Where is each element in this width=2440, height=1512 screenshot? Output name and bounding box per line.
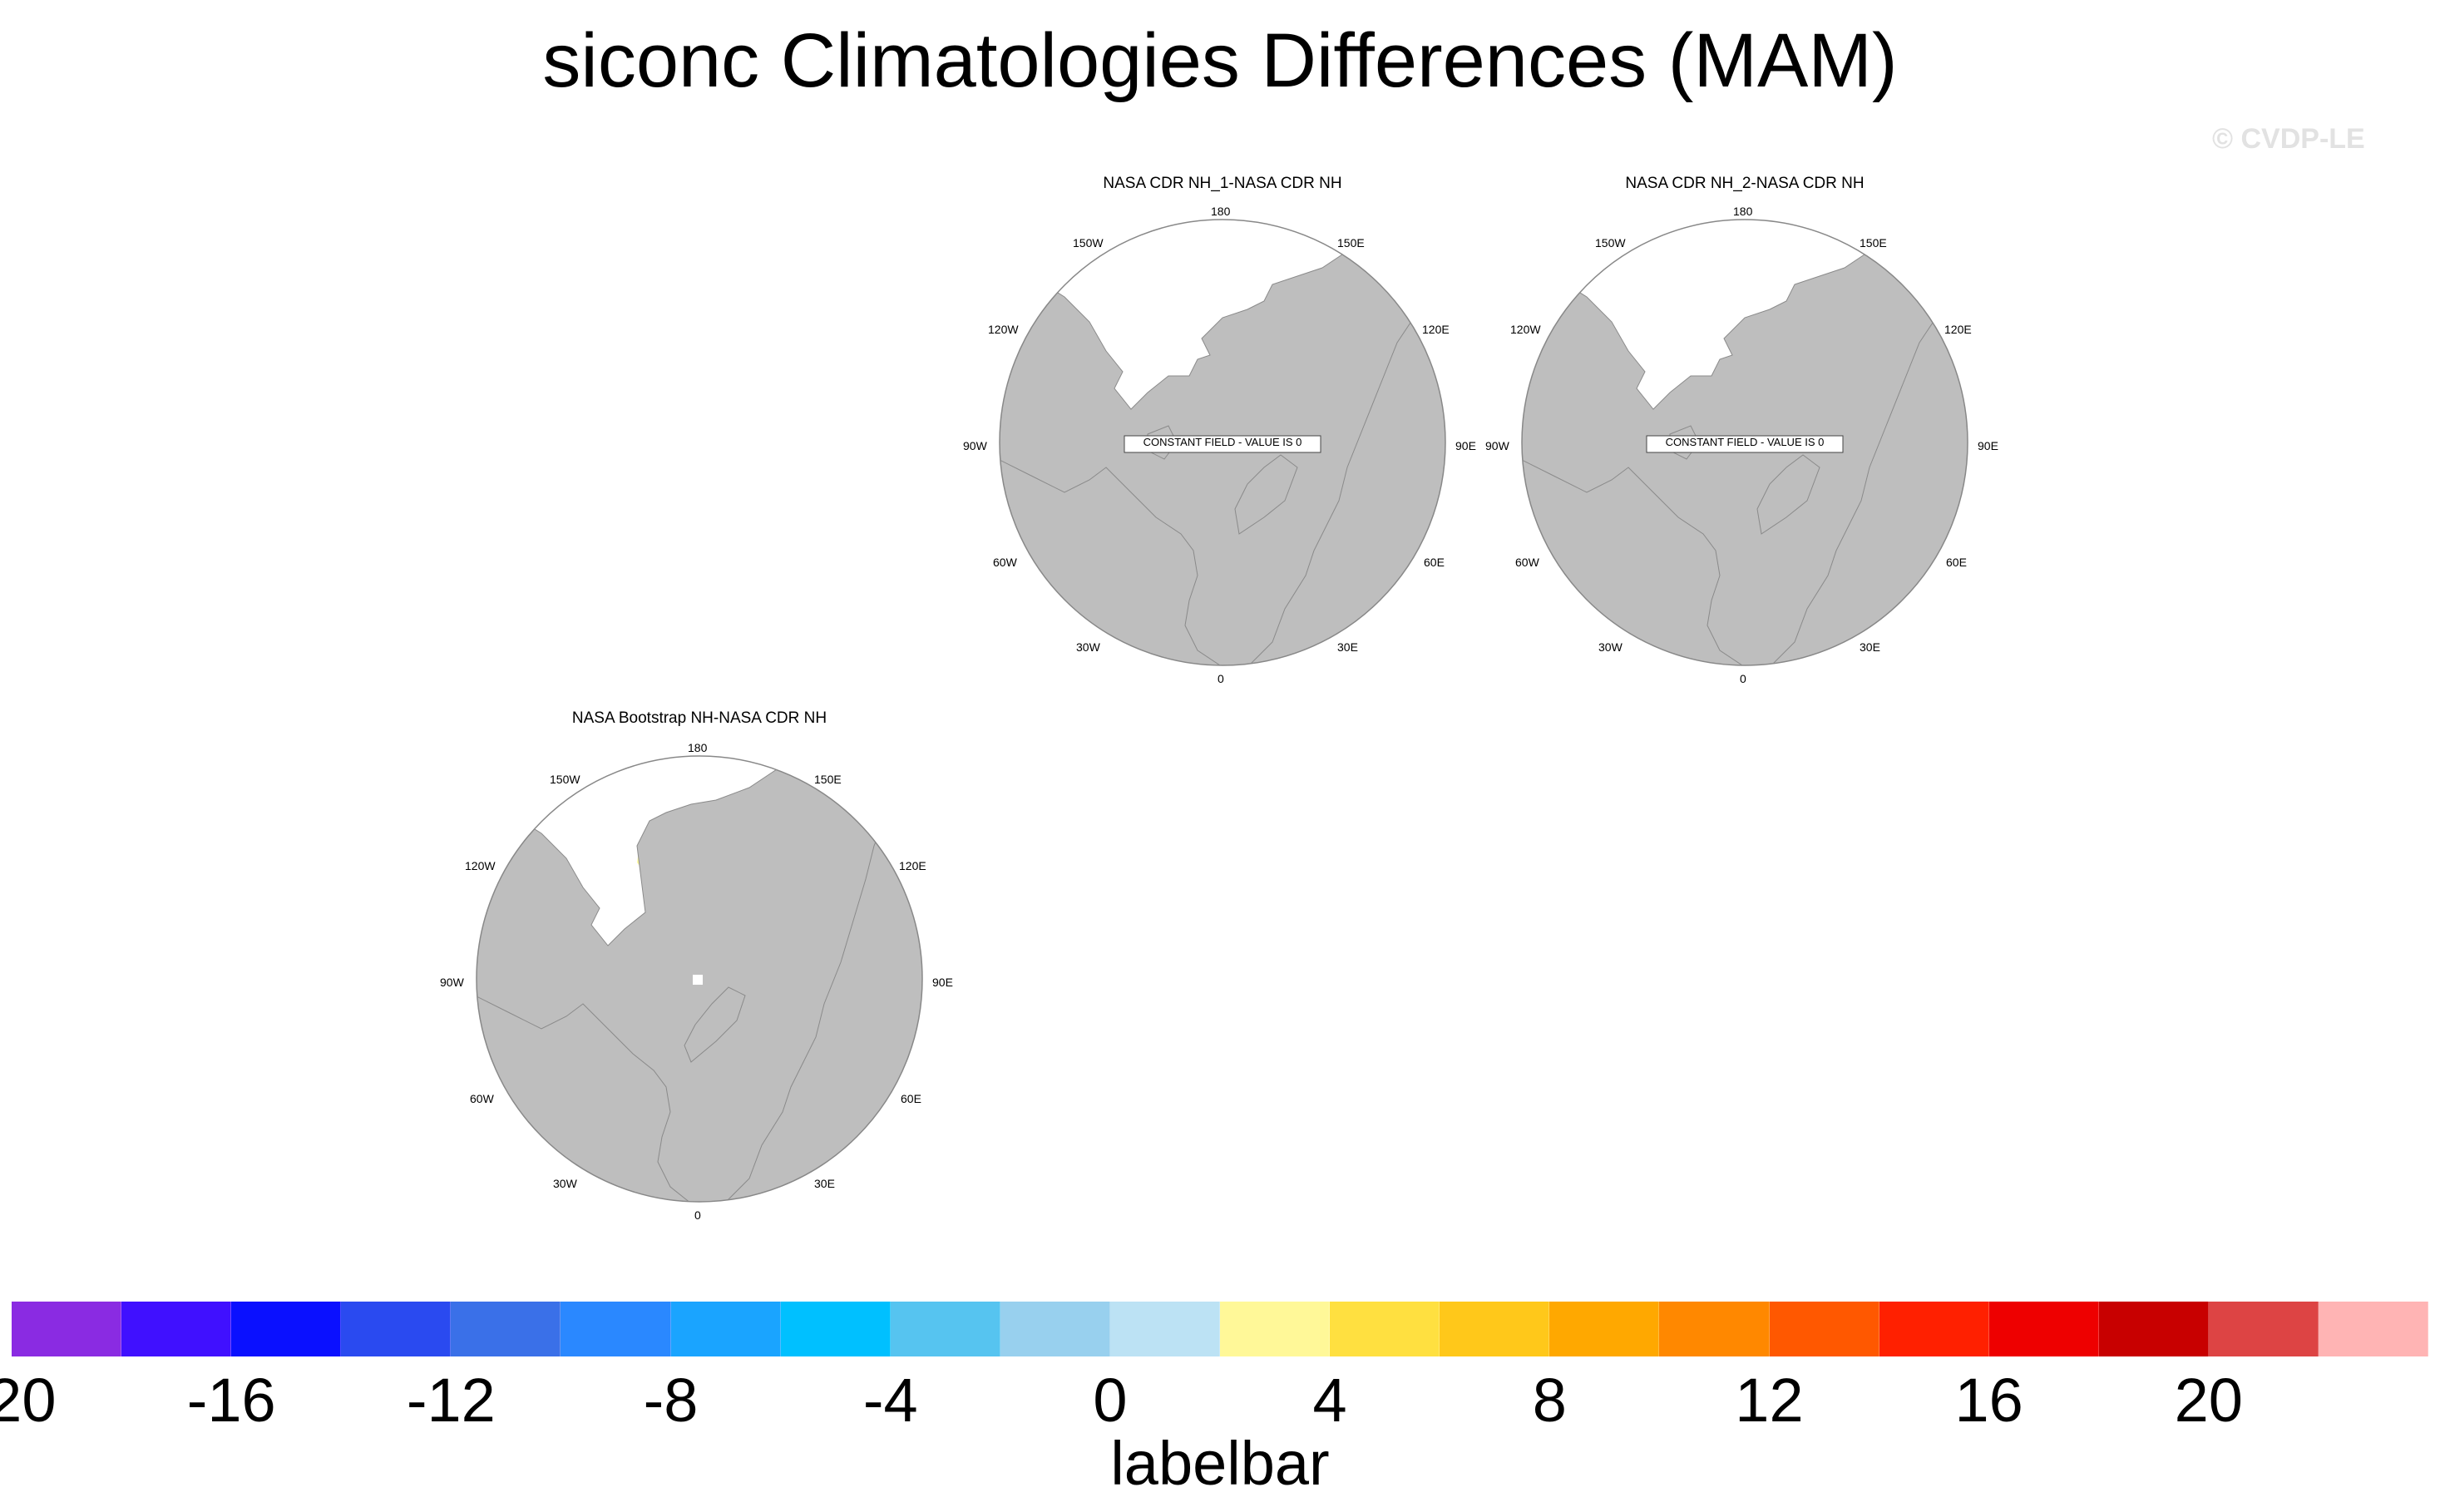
p2-lon-150e: 150E xyxy=(1860,236,1887,250)
p3-lon-150w: 150W xyxy=(550,773,580,786)
colorbar-tick-label: -8 xyxy=(643,1366,699,1435)
p1-lon-90e: 90E xyxy=(1455,439,1476,452)
colorbar-swatch xyxy=(890,1302,1000,1356)
colorbar-swatch xyxy=(1000,1302,1110,1356)
p1-lon-150e: 150E xyxy=(1337,236,1365,250)
colorbar-tick-label: 0 xyxy=(1093,1366,1128,1435)
p1-lon-30w: 30W xyxy=(1076,640,1100,654)
colorbar-tick-label: 8 xyxy=(1532,1366,1567,1435)
p3-lon-60e: 60E xyxy=(901,1092,921,1105)
p3-lon-60w: 60W xyxy=(470,1092,494,1105)
p1-lon-60e: 60E xyxy=(1424,556,1445,569)
colorbar-swatch xyxy=(121,1302,232,1356)
p2-lon-90w: 90W xyxy=(1485,439,1509,452)
colorbar-swatch xyxy=(231,1302,342,1356)
colorbar-swatch xyxy=(2318,1302,2429,1356)
p2-lon-60w: 60W xyxy=(1515,556,1539,569)
panel-1-map xyxy=(999,219,1446,666)
colorbar-swatch xyxy=(780,1302,891,1356)
panel-2-note: CONSTANT FIELD - VALUE IS 0 xyxy=(1665,436,1825,448)
colorbar-swatch xyxy=(1769,1302,1879,1356)
p3-lon-120e: 120E xyxy=(899,859,926,872)
p3-lon-180: 180 xyxy=(688,741,708,754)
colorbar-tick-label: 20 xyxy=(2174,1366,2243,1435)
colorbar-swatch xyxy=(1549,1302,1660,1356)
panel-2-title: NASA CDR NH_2-NASA CDR NH xyxy=(1625,175,1865,192)
p3-lon-0: 0 xyxy=(694,1208,701,1222)
p2-lon-120e: 120E xyxy=(1944,323,1972,336)
p2-lon-30e: 30E xyxy=(1860,640,1880,654)
colorbar-swatch xyxy=(12,1302,122,1356)
p1-lon-30e: 30E xyxy=(1337,640,1358,654)
colorbar-swatch xyxy=(1659,1302,1770,1356)
p3-lon-120w: 120W xyxy=(465,859,496,872)
p2-lon-0: 0 xyxy=(1740,672,1746,685)
colorbar-swatch xyxy=(1988,1302,2099,1356)
p1-lon-120w: 120W xyxy=(988,323,1019,336)
p3-lon-90e: 90E xyxy=(932,976,953,989)
colorbar-swatch xyxy=(1440,1302,1550,1356)
p1-lon-60w: 60W xyxy=(993,556,1017,569)
colorbar-tick-label: 12 xyxy=(1735,1366,1804,1435)
colorbar-tick-label: -12 xyxy=(406,1366,496,1435)
colorbar-tick-label: -16 xyxy=(186,1366,276,1435)
panel-3-title: NASA Bootstrap NH-NASA CDR NH xyxy=(571,709,827,727)
p2-lon-90e: 90E xyxy=(1978,439,1998,452)
colorbar-swatch xyxy=(561,1302,671,1356)
p2-lon-30w: 30W xyxy=(1598,640,1623,654)
p2-lon-120w: 120W xyxy=(1510,323,1541,336)
colorbar-tick-label: -4 xyxy=(862,1366,918,1435)
p3-lon-150e: 150E xyxy=(814,773,842,786)
colorbar-swatch xyxy=(2098,1302,2209,1356)
p1-lon-180: 180 xyxy=(1211,205,1231,218)
figure-title: siconc Climatologies Differences (MAM) xyxy=(542,18,1898,103)
panel-2-map xyxy=(1521,219,1968,666)
panel-3-map xyxy=(476,755,923,1203)
colorbar-tick-label: 16 xyxy=(1954,1366,2023,1435)
p3-lon-90w: 90W xyxy=(440,976,464,989)
p1-lon-120e: 120E xyxy=(1422,323,1450,336)
watermark: © CVDP-LE xyxy=(2212,123,2365,155)
panel-1-title: NASA CDR NH_1-NASA CDR NH xyxy=(1103,175,1342,192)
colorbar xyxy=(12,1302,2429,1356)
p2-lon-180: 180 xyxy=(1733,205,1753,218)
colorbar-title: labelbar xyxy=(1110,1429,1330,1498)
p1-lon-90w: 90W xyxy=(963,439,987,452)
p2-lon-150w: 150W xyxy=(1595,236,1626,250)
colorbar-swatch xyxy=(1879,1302,1989,1356)
p3-lon-30e: 30E xyxy=(814,1177,835,1190)
p1-lon-0: 0 xyxy=(1218,672,1224,685)
panel-1-note: CONSTANT FIELD - VALUE IS 0 xyxy=(1143,436,1302,448)
colorbar-swatch xyxy=(2208,1302,2319,1356)
colorbar-swatch xyxy=(341,1302,452,1356)
colorbar-swatch xyxy=(451,1302,561,1356)
colorbar-swatch xyxy=(1220,1302,1331,1356)
p3-lon-30w: 30W xyxy=(553,1177,577,1190)
colorbar-swatch xyxy=(1109,1302,1221,1356)
p1-lon-150w: 150W xyxy=(1073,236,1104,250)
colorbar-tick-label: 4 xyxy=(1312,1366,1347,1435)
colorbar-swatch xyxy=(1330,1302,1440,1356)
colorbar-tick-label: -20 xyxy=(0,1366,57,1435)
colorbar-swatch xyxy=(670,1302,781,1356)
p2-lon-60e: 60E xyxy=(1946,556,1967,569)
